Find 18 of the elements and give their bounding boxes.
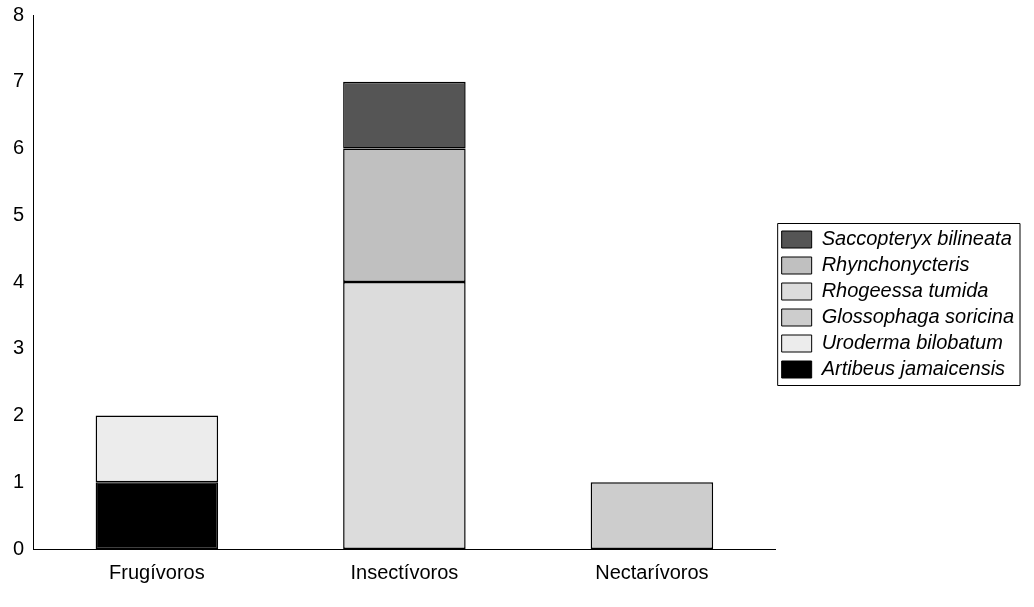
y-tick-label: 0 bbox=[13, 536, 25, 559]
legend-label: Glossophaga soricina bbox=[821, 305, 1015, 328]
y-tick-label: 6 bbox=[13, 136, 25, 159]
y-tick-label: 4 bbox=[13, 269, 25, 292]
y-tick-label: 1 bbox=[13, 469, 25, 492]
y-tick-label: 8 bbox=[13, 2, 25, 25]
y-tick-label: 2 bbox=[13, 403, 25, 426]
legend-label: Artibeus jamaicensis bbox=[820, 357, 1006, 380]
x-tick-label: Nectarívoros bbox=[595, 560, 709, 583]
x-tick-label: Insectívoros bbox=[350, 560, 459, 583]
y-tick-label: 7 bbox=[13, 69, 25, 92]
y-tick-label: 3 bbox=[13, 336, 25, 359]
legend-label: Uroderma bilobatum bbox=[821, 331, 1003, 354]
y-tick-label: 5 bbox=[13, 202, 25, 225]
legend-label: Rhynchonycteris bbox=[821, 253, 970, 276]
legend-label: Rhogeessa tumida bbox=[821, 279, 989, 302]
x-tick-label: Frugívoros bbox=[109, 560, 205, 583]
legend-label: Saccopteryx bilineata bbox=[821, 227, 1012, 250]
